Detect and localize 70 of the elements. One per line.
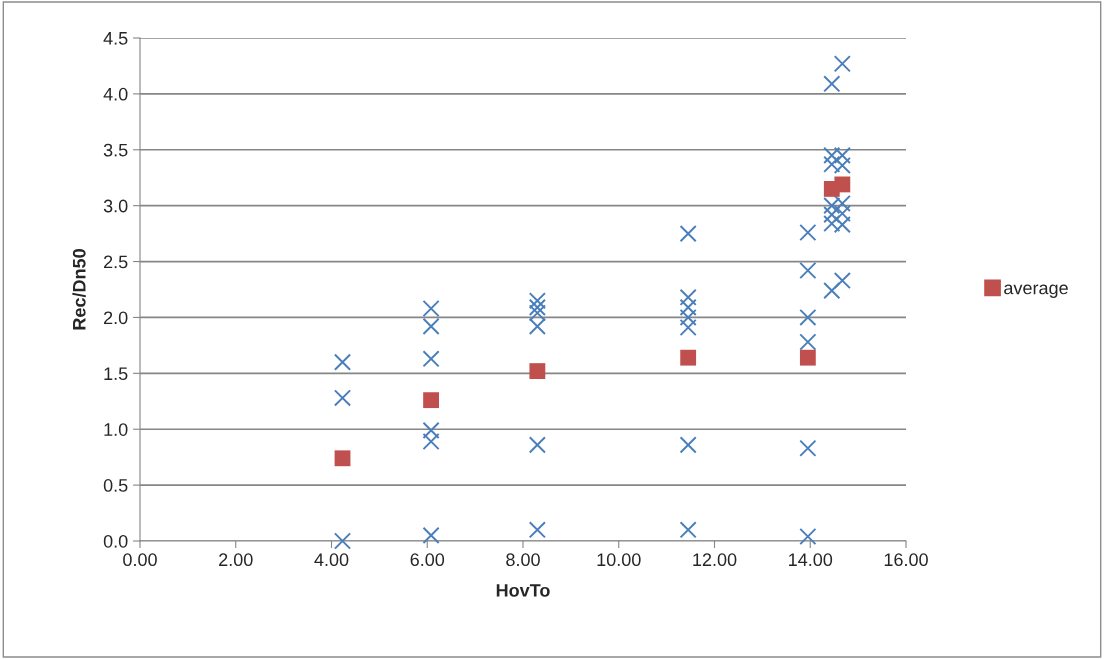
- y-tick-label: 0.0: [103, 534, 128, 548]
- point: [823, 155, 841, 173]
- y-tick-label: 1.5: [104, 367, 128, 381]
- point: [333, 532, 352, 550]
- point: [679, 308, 697, 327]
- x-axis-title: HovTo: [496, 584, 550, 597]
- point: [834, 176, 851, 193]
- point: [528, 304, 546, 322]
- y-tick-label: 2.0: [104, 311, 128, 325]
- point: [679, 436, 697, 454]
- point: [833, 216, 851, 234]
- point: [528, 521, 546, 539]
- point: [423, 392, 439, 409]
- point: [799, 261, 817, 280]
- point: [833, 146, 851, 164]
- point: [333, 353, 352, 371]
- x-tick-label: 4.00: [314, 553, 349, 567]
- x-tick-label: 12.00: [693, 553, 737, 567]
- legend-label: average: [1004, 284, 1068, 298]
- point: [529, 363, 546, 380]
- y-tick-label: 3.0: [103, 199, 128, 213]
- point: [679, 225, 697, 243]
- point: [833, 156, 851, 174]
- point: [823, 282, 841, 300]
- point: [833, 271, 851, 290]
- point: [679, 288, 697, 306]
- x-tick-label: 6.00: [410, 553, 445, 567]
- x-tick-label: 0.00: [123, 553, 157, 567]
- point: [422, 350, 440, 368]
- point: [833, 204, 851, 223]
- point: [799, 439, 817, 457]
- x-tick-label: 10.00: [597, 553, 641, 567]
- point: [799, 223, 817, 242]
- point: [422, 317, 440, 335]
- point: [680, 349, 697, 366]
- point: [823, 146, 841, 164]
- point: [679, 521, 697, 539]
- point: [679, 298, 697, 316]
- x-tick-label: 8.00: [506, 553, 540, 567]
- point: [823, 75, 841, 93]
- x-tick-label: 16.00: [884, 553, 928, 567]
- y-tick-label: 0.5: [103, 479, 128, 492]
- point: [422, 432, 440, 451]
- point: [799, 333, 817, 351]
- point: [422, 299, 440, 318]
- point: [333, 389, 352, 407]
- point: [833, 194, 851, 213]
- y-axis-title: Rec/Dn50: [72, 249, 86, 330]
- point: [823, 197, 841, 215]
- point: [528, 317, 546, 335]
- point: [422, 421, 440, 439]
- y-tick-label: 2.5: [104, 255, 128, 269]
- y-tick-label: 1.0: [104, 423, 128, 436]
- point: [799, 308, 817, 327]
- point: [528, 292, 546, 310]
- point: [823, 206, 841, 224]
- point: [833, 55, 851, 73]
- y-tick-label: 4.0: [103, 87, 128, 101]
- x-tick-label: 2.00: [219, 553, 253, 567]
- point: [679, 318, 697, 337]
- y-tick-label: 3.5: [103, 143, 128, 157]
- point: [799, 527, 817, 546]
- point: [422, 526, 440, 544]
- y-tick-label: 4.5: [103, 32, 128, 45]
- point: [528, 298, 546, 316]
- point: [799, 349, 816, 366]
- point: [823, 214, 841, 233]
- x-tick-label: 14.00: [789, 553, 833, 567]
- point: [528, 436, 546, 454]
- point: [334, 450, 351, 467]
